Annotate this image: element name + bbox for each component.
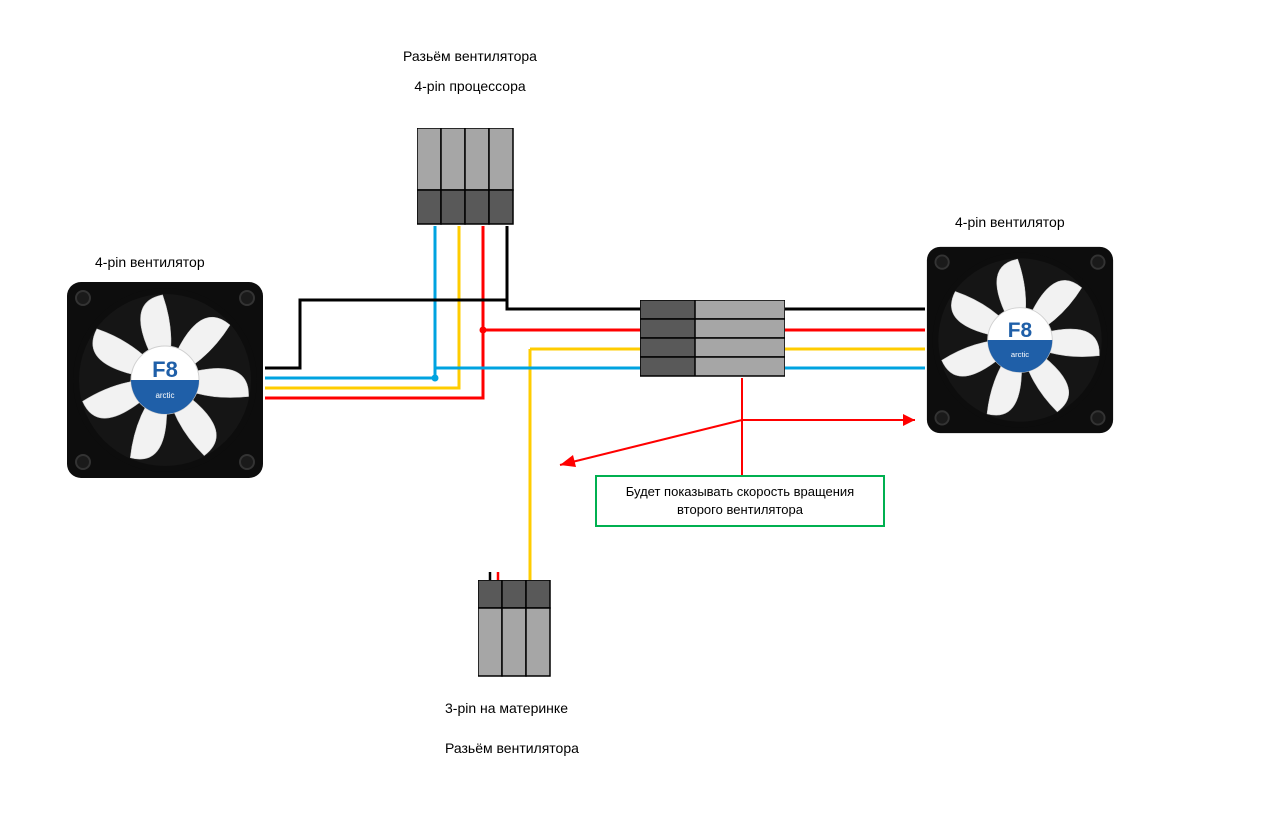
info-box-line2: второго вентилятора xyxy=(607,501,873,519)
middle-plug-male xyxy=(640,300,695,378)
info-box: Будет показывать скорость вращения второ… xyxy=(595,475,885,527)
bottom-connector-label-1: 3-pin на материнке xyxy=(445,700,568,716)
fan-brand-text: arctic xyxy=(155,391,174,400)
info-box-line1: Будет показывать скорость вращения xyxy=(607,483,873,501)
right-fan-label: 4-pin вентилятор xyxy=(955,214,1065,230)
fan-model-text: F8 xyxy=(152,357,178,382)
cpu-4pin-connector xyxy=(417,128,515,226)
bottom-connector-label-2: Разьём вентилятора xyxy=(445,740,579,756)
top-connector-label-2: 4-pin процессора xyxy=(380,78,560,94)
fan-model-text: F8 xyxy=(1008,319,1032,342)
left-fan-label: 4-pin вентилятор xyxy=(95,254,205,270)
fan-brand-text: arctic xyxy=(1011,350,1029,359)
middle-plug-female xyxy=(695,300,785,378)
mobo-3pin-connector xyxy=(478,580,552,678)
top-connector-label-1: Разьём вентилятора xyxy=(380,48,560,64)
left-fan: F8 arctic xyxy=(65,280,265,480)
right-fan: F8 arctic xyxy=(925,245,1115,435)
